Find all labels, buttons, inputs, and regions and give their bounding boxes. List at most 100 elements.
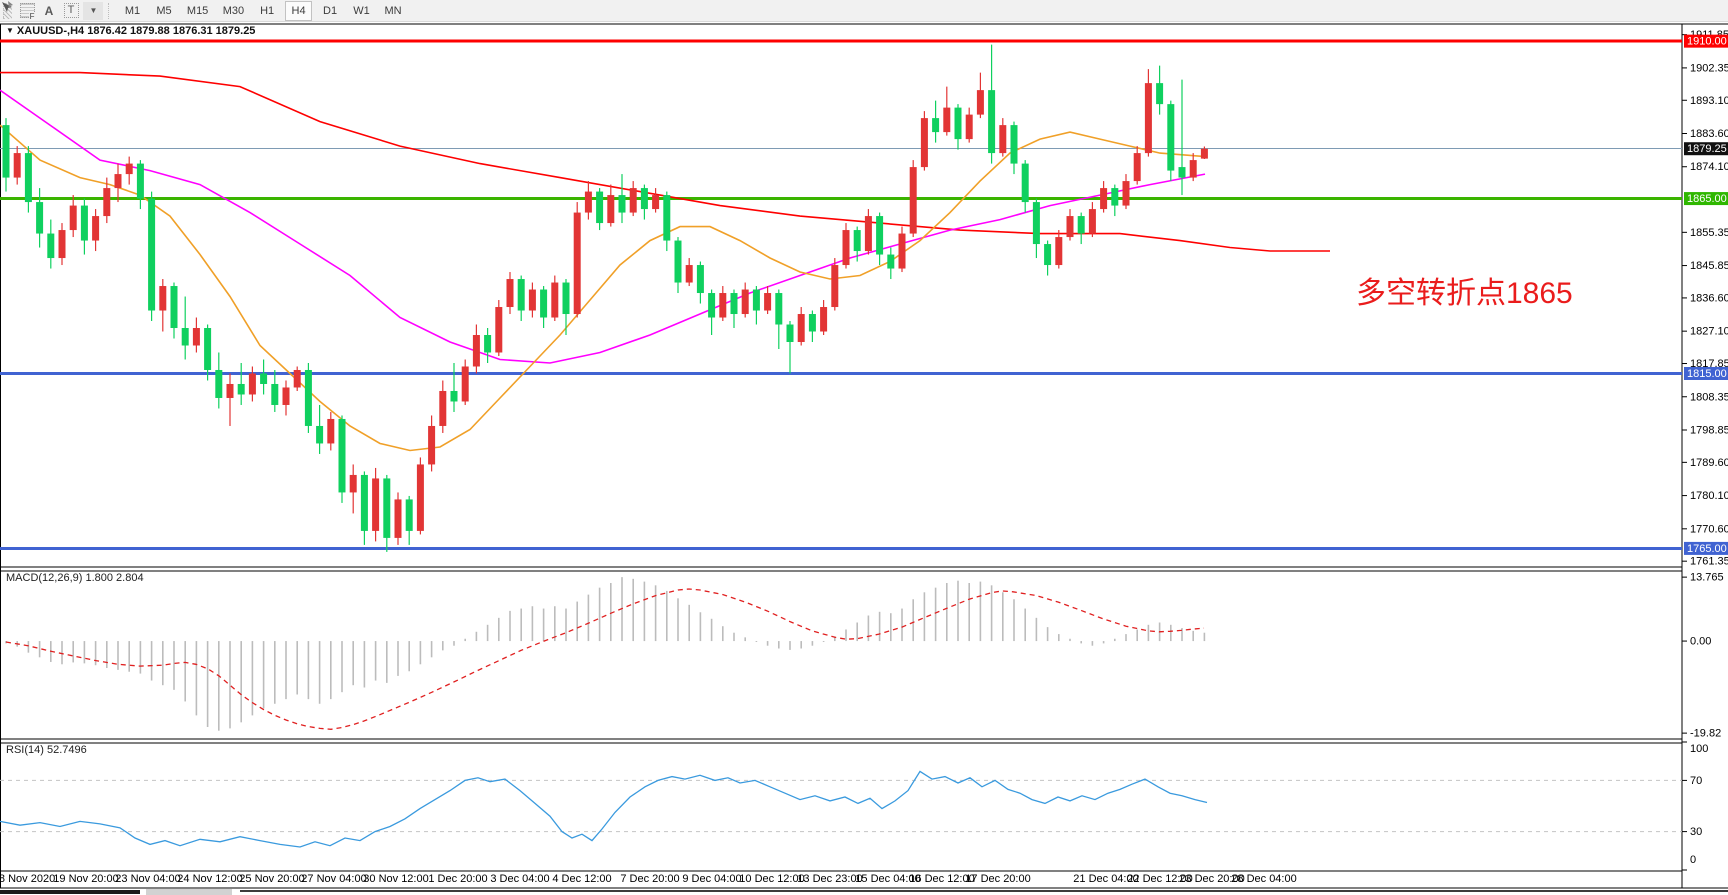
candle-body <box>1200 148 1208 159</box>
candle-body <box>450 390 458 402</box>
candle-body <box>932 118 940 133</box>
candle-body <box>551 282 559 318</box>
timeframe-mn-button[interactable]: MN <box>379 1 406 21</box>
candle-body <box>293 369 301 388</box>
candle-body <box>248 373 256 395</box>
timeframe-m30-button[interactable]: M30 <box>218 1 249 21</box>
candle-body <box>495 307 503 353</box>
timeframe-d1-button[interactable]: D1 <box>317 1 344 21</box>
timeframe-w1-button[interactable]: W1 <box>348 1 375 21</box>
price-tick: 1902.35 <box>1690 62 1728 74</box>
time-label: 19 Nov 20:00 <box>53 873 118 885</box>
candle-body <box>764 293 772 311</box>
candle-body <box>215 369 223 398</box>
candle-body <box>405 499 413 531</box>
candle-body <box>484 335 492 353</box>
candle-body <box>562 282 570 315</box>
candle-body <box>114 174 122 189</box>
grid-pattern-icon[interactable]: F <box>17 2 37 21</box>
candle-body <box>674 240 682 283</box>
candle-body <box>685 265 693 283</box>
candle-body <box>842 230 850 266</box>
candle-body <box>69 205 77 231</box>
candle-body <box>192 328 200 346</box>
candle-body <box>1044 244 1052 266</box>
scrollbar-thumb[interactable] <box>0 890 140 894</box>
candle-body <box>1088 209 1096 234</box>
rsi-tick: 100 <box>1690 743 1708 755</box>
candle-body <box>988 90 996 154</box>
cursor-tool-icon[interactable]: ▼ <box>2 1 103 20</box>
rsi-panel: 100 70 30 0 <box>0 741 1708 871</box>
text-tool-icon[interactable]: A <box>44 3 54 18</box>
grid-pattern-icon-label: F <box>28 12 35 21</box>
candle-body <box>573 212 581 315</box>
candle-body <box>204 328 212 370</box>
price-tick: 1761.35 <box>1690 556 1728 568</box>
candle-body <box>1133 153 1141 182</box>
toolbar-grip[interactable] <box>3 2 12 19</box>
candle-body <box>1111 188 1119 206</box>
macd-panel: 13.765 0.00 -19.82 <box>5 572 1724 740</box>
candle-body <box>260 373 268 384</box>
candle-body <box>954 107 962 140</box>
price-badge-value: 1865.00 <box>1687 193 1727 205</box>
time-label: 27 Nov 04:00 <box>301 873 366 885</box>
candle-body <box>394 499 402 538</box>
timeframe-h4-button[interactable]: H4 <box>285 0 313 21</box>
candle-body <box>752 289 760 311</box>
candle-body <box>1122 181 1130 206</box>
text-label-tool-icon[interactable]: T <box>61 2 81 20</box>
candle-body <box>13 153 21 178</box>
price-badge-value: 1910.00 <box>1687 36 1727 48</box>
macd-signal-line <box>5 588 1205 730</box>
candle-body <box>338 418 346 493</box>
ma-red <box>0 71 1330 252</box>
timeframe-m15-button[interactable]: M15 <box>182 1 213 21</box>
time-label: 3 Dec 04:00 <box>490 873 549 885</box>
price-tick: 1789.60 <box>1690 457 1728 469</box>
price-tick: 1827.10 <box>1690 326 1728 338</box>
scrollbar-segment[interactable] <box>146 889 232 895</box>
timeframe-m1-button[interactable]: M1 <box>119 1 146 21</box>
candle-body <box>170 286 178 329</box>
timeframe-h1-button[interactable]: H1 <box>254 1 281 21</box>
candle-body <box>159 286 167 311</box>
candle-body <box>1144 83 1152 154</box>
cursor-arrows-icon <box>2 1 13 12</box>
candle-body <box>304 369 312 426</box>
price-tick: 1845.85 <box>1690 260 1728 272</box>
candle-body <box>1066 216 1074 238</box>
price-tick: 1836.60 <box>1690 292 1728 304</box>
price-tick: 1874.10 <box>1690 161 1728 173</box>
candle-body <box>349 474 357 493</box>
candle-body <box>125 163 133 175</box>
macd-tick: 0.00 <box>1690 636 1711 648</box>
horizontal-scrollbar[interactable] <box>0 889 1728 895</box>
candle-body <box>853 230 861 252</box>
ma-magenta <box>0 89 1206 364</box>
candle-body <box>372 478 380 531</box>
timeframe-m5-button[interactable]: M5 <box>150 1 177 21</box>
horizontal-lines[interactable] <box>0 39 1682 550</box>
candle-body <box>47 233 55 259</box>
candle-body <box>898 233 906 269</box>
candle-body <box>775 293 783 325</box>
candle-body <box>148 198 156 311</box>
dropdown-arrow-icon[interactable]: ▼ <box>89 6 98 15</box>
time-label: 25 Nov 20:00 <box>239 873 304 885</box>
candle-body <box>965 114 973 140</box>
time-label: 21 Dec 04:00 <box>1073 873 1138 885</box>
text-annotation[interactable]: 多空转折点1865 <box>1356 277 1573 310</box>
chart-canvas[interactable]: 1911.851902.351893.101883.601874.101855.… <box>0 22 1728 895</box>
candle-body <box>797 314 805 343</box>
toolbar: F A T ▼ M1 M5 M15 M30 H1 H4 D1 W1 MN <box>0 0 1728 22</box>
time-label: 9 Dec 04:00 <box>682 873 741 885</box>
candle-body <box>461 366 469 402</box>
candle-body <box>136 163 144 199</box>
time-label: 15 Dec 04:00 <box>855 873 920 885</box>
chart-window[interactable]: 1911.851902.351893.101883.601874.101855.… <box>0 22 1728 895</box>
time-label: 10 Dec 12:00 <box>739 873 804 885</box>
candle-body <box>909 167 917 234</box>
price-tick: 1883.60 <box>1690 128 1728 140</box>
